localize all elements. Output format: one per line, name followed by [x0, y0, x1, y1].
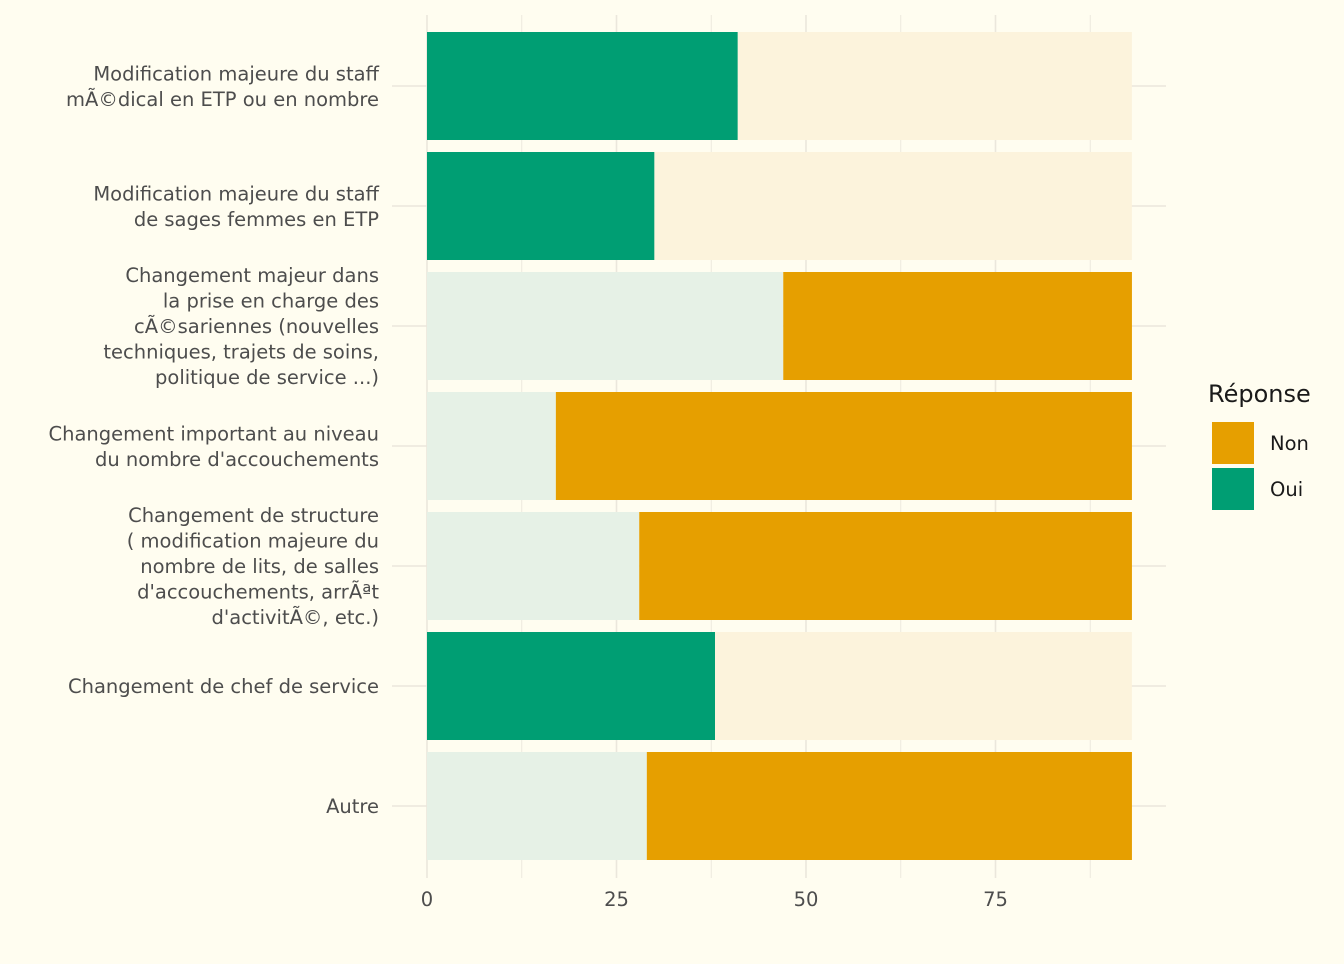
- bar-oui: [427, 272, 784, 380]
- y-tick-label: Changement majeur dans la prise en charge…: [103, 264, 379, 389]
- bar-oui: [427, 152, 655, 260]
- label-layer: Modification majeure du staff mÃ©dical en…: [48, 62, 1007, 911]
- bar-layer: [427, 32, 1132, 860]
- x-tick-label: 0: [421, 888, 433, 911]
- legend-key-non: [1212, 422, 1254, 464]
- y-tick-label: Modification majeure du staff de sages fe…: [93, 182, 379, 231]
- y-tick-label: Modification majeure du staff mÃ©dical en…: [66, 62, 380, 111]
- bar-oui: [427, 392, 556, 500]
- bar-non: [555, 392, 1132, 500]
- bar-oui: [427, 512, 640, 620]
- bar-non: [783, 272, 1132, 380]
- bar-non: [737, 32, 1132, 140]
- legend-title: Réponse: [1208, 380, 1311, 408]
- bar-non: [654, 152, 1132, 260]
- bar-oui: [427, 632, 716, 740]
- bar-non: [639, 512, 1132, 620]
- y-tick-label: Autre: [326, 795, 379, 818]
- legend-label-oui: Oui: [1270, 478, 1303, 501]
- bar-oui: [427, 752, 647, 860]
- legend-label-non: Non: [1270, 432, 1309, 455]
- bar-non: [646, 752, 1132, 860]
- y-tick-label: Changement important au niveau du nombre …: [48, 422, 379, 471]
- x-tick-label: 25: [604, 888, 629, 911]
- y-tick-label: Changement de chef de service: [68, 675, 379, 698]
- bar-non: [715, 632, 1132, 740]
- legend: Réponse Non Oui: [1208, 380, 1311, 510]
- x-tick-label: 75: [983, 888, 1008, 911]
- legend-key-oui: [1212, 468, 1254, 510]
- bar-oui: [427, 32, 738, 140]
- x-tick-label: 50: [794, 888, 819, 911]
- y-tick-label: Changement de structure( modification ma…: [127, 504, 380, 629]
